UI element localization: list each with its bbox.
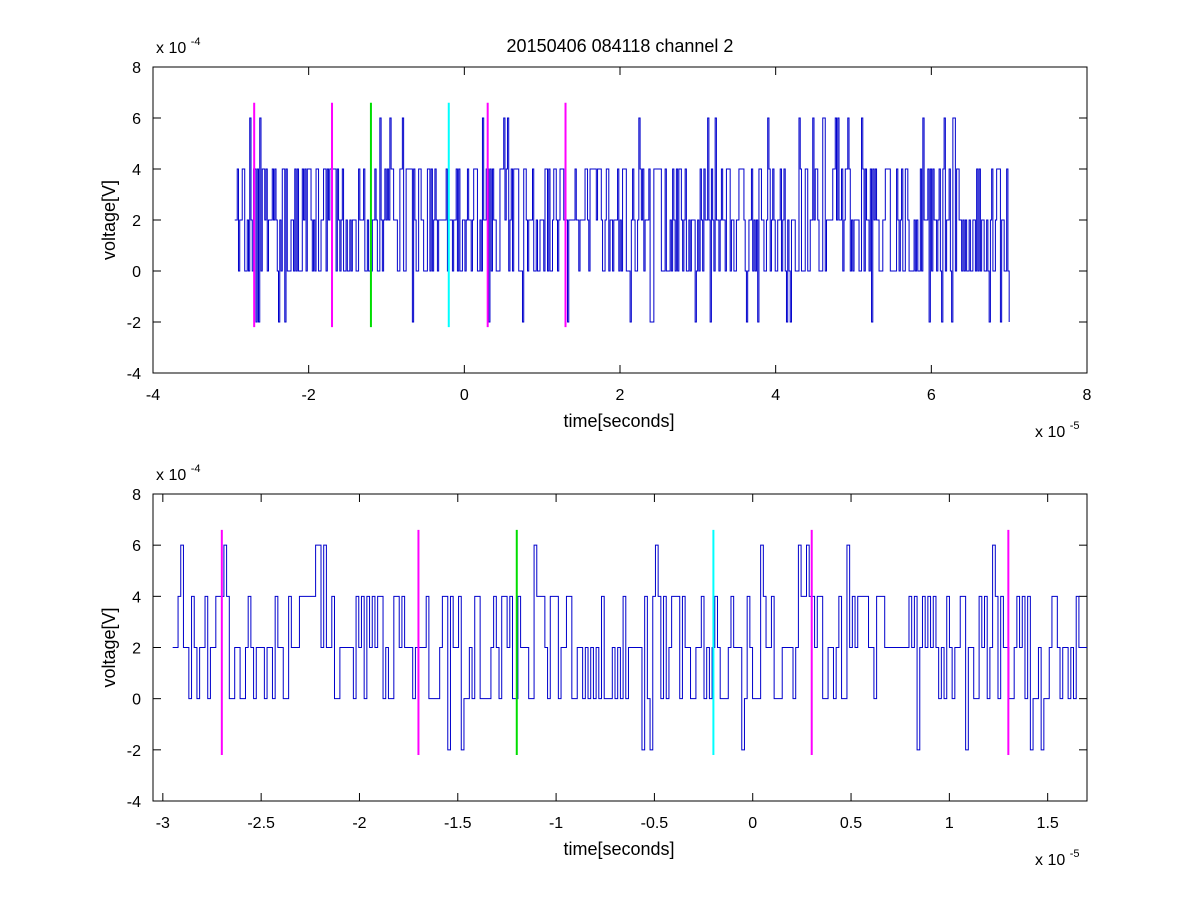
x-tick-label: 0: [460, 387, 469, 404]
y-axis-label: voltage[V]: [99, 180, 119, 260]
bottom-plot: -3 -2.5 -2 -1.5 -1 -0.5 0 0.5 1 1.5 -4 -2 0 2 4 6 8 time[…: [99, 463, 1088, 869]
y-tick-label: 6: [132, 111, 141, 128]
y-tick-label: -2: [127, 315, 141, 332]
x-tick-label: 0: [748, 815, 757, 832]
x-tick-label: 6: [927, 387, 936, 404]
y-tick-label: -4: [127, 794, 141, 811]
x-tick-label: -4: [146, 387, 160, 404]
x-tick-label: -2.5: [247, 815, 275, 832]
x-multiplier: x 10 -5: [1035, 420, 1079, 441]
x-tick-label: -1: [549, 815, 563, 832]
x-exponent: -5: [1070, 848, 1080, 860]
y-tick-label: 2: [132, 641, 141, 658]
y-tick-label: 8: [132, 60, 141, 77]
x-exponent: -5: [1070, 420, 1080, 432]
x-multiplier: x 10 -5: [1035, 848, 1079, 869]
y-tick-label: 2: [132, 213, 141, 230]
x-tick-label: -2: [352, 815, 366, 832]
y-multiplier: x 10 -4: [156, 463, 200, 484]
y-axis-label: voltage[V]: [99, 607, 119, 687]
signal-series-line: [234, 117, 1010, 323]
x-axis-label: time[seconds]: [563, 411, 674, 431]
y-tick-label: 0: [132, 264, 141, 281]
signal-series-line: [172, 544, 1087, 751]
y-tick-label: 4: [132, 162, 141, 179]
x-tick-label: 1.5: [1037, 815, 1059, 832]
y-tick-label: 0: [132, 692, 141, 709]
y-multiplier: x 10 -4: [156, 36, 200, 57]
x-tick-label: 0.5: [840, 815, 862, 832]
x-tick-label: 1: [945, 815, 954, 832]
y-tick-label: 8: [132, 487, 141, 504]
y-tick-label: 4: [132, 589, 141, 606]
x-tick-label: -3: [156, 815, 170, 832]
y-tick-label: -2: [127, 743, 141, 760]
chart-title: 20150406 084118 channel 2: [507, 36, 734, 56]
y-exponent: -4: [191, 36, 201, 48]
y-exponent: -4: [191, 463, 201, 475]
x-tick-label: 4: [771, 387, 780, 404]
top-plot: -4 -2 0 2 4 6 8 -4 -2 0 2 4 6 8 time[seconds] voltage[V…: [99, 36, 1092, 441]
x-tick-label: 8: [1083, 387, 1092, 404]
y-tick-label: -4: [127, 366, 141, 383]
x-axis-label: time[seconds]: [563, 839, 674, 859]
x-tick-label: 2: [616, 387, 625, 404]
y-tick-label: 6: [132, 538, 141, 555]
x-tick-label: -1.5: [444, 815, 472, 832]
x-tick-label: -2: [302, 387, 316, 404]
x-tick-label: -0.5: [641, 815, 669, 832]
